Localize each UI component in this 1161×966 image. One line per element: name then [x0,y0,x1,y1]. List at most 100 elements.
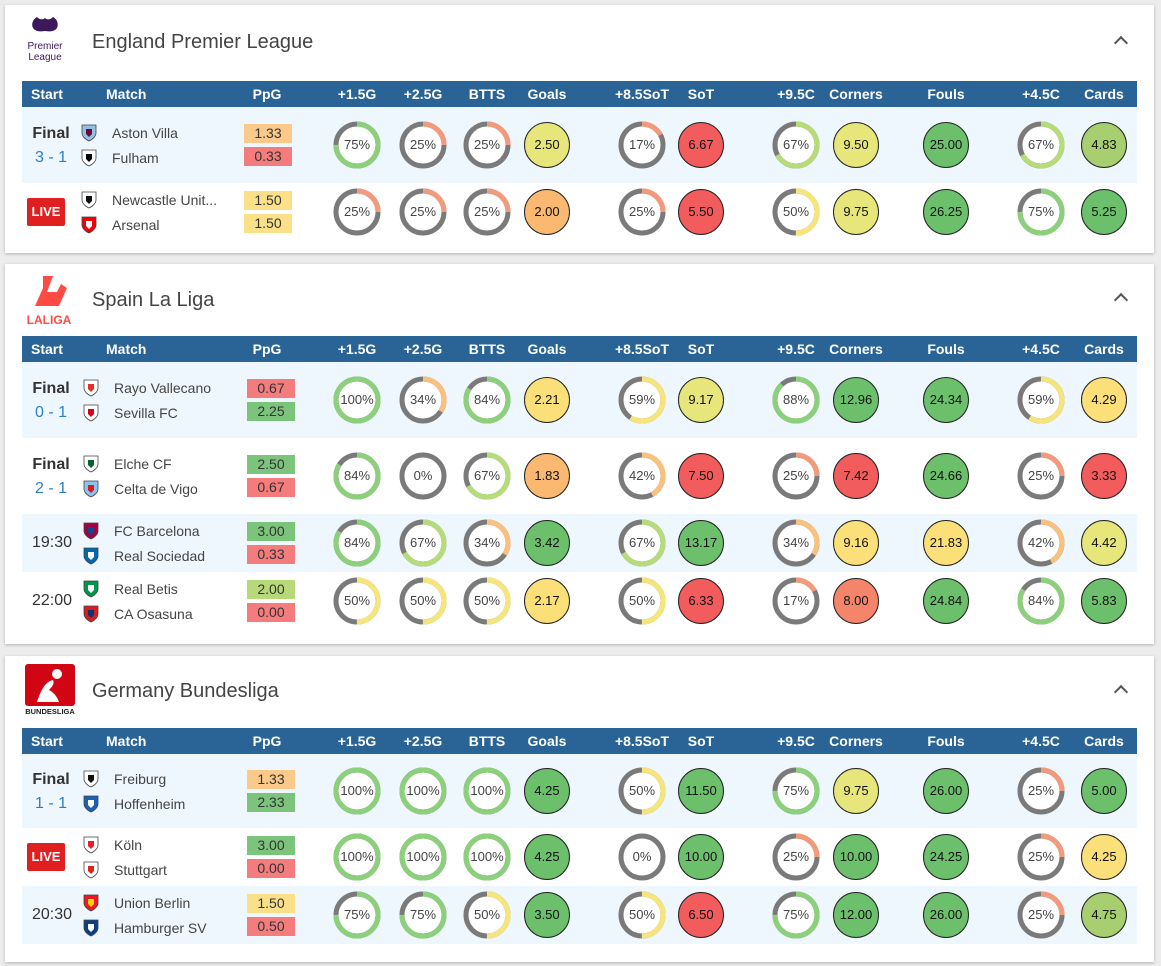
away-team-name: Arsenal [112,217,160,233]
column-header-c95[interactable]: +9.5C [777,86,815,102]
column-header-c95[interactable]: +9.5C [777,733,815,749]
betis-crest-icon [82,580,100,598]
gauge-c95: 25% [771,832,821,882]
column-header-match[interactable]: Match [106,341,147,357]
match-row[interactable]: Final 3 - 1 Aston Villa 1.33 Fulham 0.33 75% 25… [22,107,1137,183]
column-header-corners[interactable]: Corners [829,733,883,749]
ppg-home: 3.00 [247,836,295,855]
column-header-cards[interactable]: Cards [1084,733,1124,749]
koln-crest-icon [82,836,100,854]
column-header-sot85[interactable]: +8.5SoT [614,733,670,749]
match-row[interactable]: Final 0 - 1 Rayo Vallecano 0.67 Sevilla FC 2.… [22,362,1137,438]
gauge-o25: 25% [398,187,448,237]
gauge-c95-value: 17% [782,593,810,608]
column-header-corners[interactable]: Corners [829,86,883,102]
match-row[interactable]: 19:30 FC Barcelona 3.00 Real Sociedad 0.33 84… [22,514,1137,572]
match-row[interactable]: Final 2 - 1 Elche CF 2.50 Celta de Vigo 0.67 8… [22,438,1137,514]
match-row[interactable]: 20:30 Union Berlin 1.50 Hamburger SV 0.50 75%… [22,886,1137,944]
chevron-up-icon[interactable] [1113,682,1129,698]
gauge-sot85: 50% [617,576,667,626]
gauge-o25-value: 67% [409,535,437,550]
ppg-home: 1.50 [244,191,292,210]
column-header-btts[interactable]: BTTS [468,86,506,102]
ppg-away: 0.67 [247,478,295,497]
gauge-sot85-value: 25% [628,204,656,219]
column-header-c45[interactable]: +4.5C [1022,733,1060,749]
column-header-sot85[interactable]: +8.5SoT [614,86,670,102]
column-header-start[interactable]: Start [31,733,63,749]
ppg-home: 2.00 [247,580,295,599]
gauge-c45-value: 25% [1027,849,1055,864]
column-header-ppg[interactable]: PpG [252,733,282,749]
gauge-c95-value: 75% [782,907,810,922]
column-header-sot[interactable]: SoT [687,341,715,357]
chevron-up-icon[interactable] [1113,290,1129,306]
gauge-c45: 59% [1016,375,1066,425]
column-header-ppg[interactable]: PpG [252,341,282,357]
gauge-c95-value: 88% [782,392,810,407]
column-header-goals[interactable]: Goals [527,86,567,102]
column-header-o15[interactable]: +1.5G [337,733,377,749]
match-score[interactable]: 2 - 1 [34,480,67,497]
column-header-goals[interactable]: Goals [527,341,567,357]
column-header-corners[interactable]: Corners [829,341,883,357]
stat-corners: 9.75 [833,189,879,235]
gauge-btts: 100% [462,832,512,882]
match-score[interactable]: 0 - 1 [34,404,67,421]
column-header-match[interactable]: Match [106,733,147,749]
column-header-ppg[interactable]: PpG [252,86,282,102]
column-header-c45[interactable]: +4.5C [1022,86,1060,102]
away-team-name: Fulham [112,150,159,166]
column-header-fouls[interactable]: Fouls [927,341,965,357]
match-score[interactable]: 1 - 1 [34,795,67,812]
column-header-c95[interactable]: +9.5C [777,341,815,357]
column-header-btts[interactable]: BTTS [468,733,506,749]
league-title[interactable]: Germany Bundesliga [92,680,279,702]
stat-goals: 2.21 [524,377,570,423]
gauge-c95-value: 50% [782,204,810,219]
newcastle-crest-icon [80,191,98,209]
stat-cards: 3.33 [1081,453,1127,499]
column-header-fouls[interactable]: Fouls [927,733,965,749]
column-header-cards[interactable]: Cards [1084,341,1124,357]
league-logo: Premier League [23,15,67,72]
column-header-sot[interactable]: SoT [687,86,715,102]
away-team-name: Celta de Vigo [114,481,198,497]
match-row[interactable]: Final 1 - 1 Freiburg 1.33 Hoffenheim 2.33 100%… [22,754,1137,828]
gauge-o15-value: 100% [340,849,374,864]
column-header-match[interactable]: Match [106,86,147,102]
match-score[interactable]: 3 - 1 [34,149,67,166]
column-header-cards[interactable]: Cards [1084,86,1124,102]
column-header-o25[interactable]: +2.5G [403,341,443,357]
column-header-o25[interactable]: +2.5G [403,733,443,749]
match-row[interactable]: LIVE Newcastle Unit... 1.50 Arsenal 1.50 25% 2… [22,183,1137,241]
match-row[interactable]: 22:00 Real Betis 2.00 CA Osasuna 0.00 50% 50% 5… [22,572,1137,630]
chevron-up-icon[interactable] [1113,33,1129,49]
column-header-fouls[interactable]: Fouls [927,86,965,102]
gauge-o25-value: 100% [406,849,440,864]
league-title[interactable]: England Premier League [92,31,314,53]
column-header-btts[interactable]: BTTS [468,341,506,357]
column-header-o25[interactable]: +2.5G [403,86,443,102]
stat-corners: 9.16 [833,520,879,566]
column-header-start[interactable]: Start [31,86,63,102]
stat-sot: 13.17 [678,520,724,566]
gauge-o15-value: 84% [343,535,371,550]
stat-fouls: 24.34 [923,377,969,423]
gauge-o15-value: 84% [343,468,371,483]
hoffenheim-crest-icon [82,795,100,813]
away-team-name: Real Sociedad [114,548,206,564]
column-header-start[interactable]: Start [31,341,63,357]
gauge-c45-value: 42% [1027,535,1055,550]
column-header-sot[interactable]: SoT [687,733,715,749]
column-header-goals[interactable]: Goals [527,733,567,749]
ppg-away: 0.33 [247,545,295,564]
column-header-c45[interactable]: +4.5C [1022,341,1060,357]
league-title[interactable]: Spain La Liga [92,289,215,311]
column-header-o15[interactable]: +1.5G [337,341,377,357]
column-header-o15[interactable]: +1.5G [337,86,377,102]
match-row[interactable]: LIVE Köln 3.00 Stuttgart 0.00 100% 100% 100% 0% 2… [22,828,1137,886]
home-team-name: Real Betis [114,581,178,597]
column-header-sot85[interactable]: +8.5SoT [614,341,670,357]
ppg-home: 1.33 [247,770,295,789]
